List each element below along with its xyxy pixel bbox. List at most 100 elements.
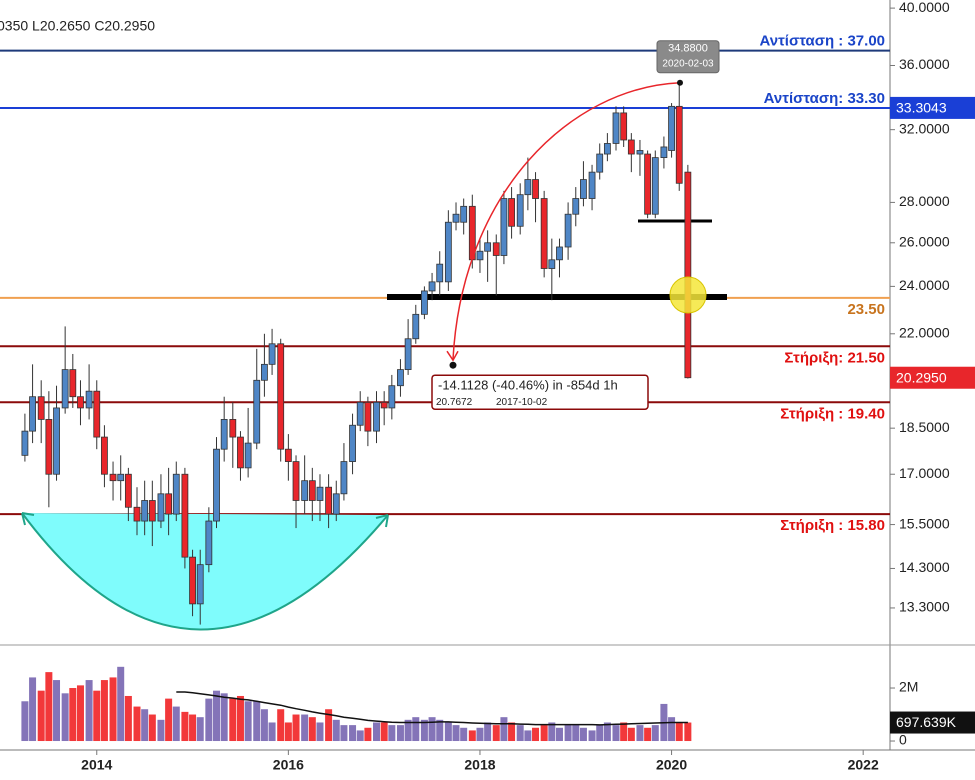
volume-bar bbox=[61, 693, 69, 742]
volume-bar bbox=[76, 685, 84, 742]
volume-bar bbox=[148, 714, 156, 742]
candle-body bbox=[627, 139, 635, 155]
candle-body bbox=[476, 250, 484, 261]
cup-arrow bbox=[375, 514, 389, 528]
candle-body bbox=[172, 473, 180, 515]
volume-bar bbox=[436, 719, 444, 742]
volume-bar bbox=[540, 725, 548, 742]
measure-text: -14.1128 (-40.46%) in -854d 1h bbox=[438, 378, 618, 393]
y-tick-label: 18.5000 bbox=[899, 419, 950, 435]
level-label: Στήριξη: 21.50 bbox=[784, 349, 885, 366]
measure-arc bbox=[452, 81, 681, 360]
level-label: Στήριξη : 19.40 bbox=[780, 405, 885, 422]
candle-body bbox=[148, 500, 156, 522]
volume-bar bbox=[268, 722, 276, 742]
volume-tick-label: 0 bbox=[899, 732, 907, 748]
volume-bar bbox=[516, 725, 524, 742]
candle-body bbox=[133, 506, 141, 522]
candle-body bbox=[61, 369, 69, 409]
candle-body bbox=[572, 198, 580, 215]
candle-body bbox=[532, 179, 539, 199]
price-marker-label: 20.2950 bbox=[896, 369, 947, 385]
candle-body bbox=[69, 369, 77, 398]
candle-body bbox=[109, 473, 117, 482]
volume-marker-label: 697.639K bbox=[896, 714, 957, 730]
candle-body bbox=[612, 112, 620, 144]
candle-body bbox=[620, 112, 628, 141]
candle-body bbox=[29, 396, 36, 432]
volume-bar bbox=[213, 690, 221, 742]
volume-bar bbox=[308, 717, 316, 742]
volume-bar bbox=[236, 695, 244, 742]
candle-body bbox=[588, 171, 596, 199]
y-tick-label: 22.0000 bbox=[899, 324, 950, 340]
candle-body bbox=[220, 419, 228, 450]
volume-bar bbox=[651, 725, 659, 742]
highlight-circle bbox=[669, 276, 707, 314]
candle-body bbox=[189, 556, 196, 605]
candle-body bbox=[205, 520, 213, 566]
candle-body bbox=[117, 473, 125, 482]
volume-bar bbox=[29, 677, 37, 742]
y-tick-label: 32.0000 bbox=[899, 120, 950, 136]
price-marker bbox=[890, 366, 975, 389]
candle-body bbox=[53, 407, 60, 475]
candle-body bbox=[349, 424, 356, 462]
ohlc-header: 0350 L20.2650 C20.2950 bbox=[0, 18, 155, 34]
volume-bar bbox=[277, 709, 285, 742]
x-tick-label: 2018 bbox=[464, 757, 495, 773]
candle-body bbox=[421, 290, 428, 315]
volume-bar bbox=[45, 672, 53, 742]
candle-body bbox=[540, 198, 548, 269]
volume-bar bbox=[684, 722, 692, 742]
volume-bar bbox=[196, 717, 204, 742]
volume-bar bbox=[253, 701, 261, 742]
volume-bar bbox=[260, 709, 268, 742]
candle-body bbox=[141, 500, 149, 522]
volume-bar bbox=[340, 725, 348, 742]
y-tick-label: 15.5000 bbox=[899, 515, 950, 531]
volume-bar bbox=[476, 727, 484, 742]
candle-body bbox=[603, 143, 611, 155]
volume-bar bbox=[100, 680, 108, 742]
volume-bar bbox=[388, 725, 396, 742]
measure-target bbox=[449, 361, 457, 369]
volume-bar bbox=[244, 701, 252, 742]
volume-bar bbox=[396, 725, 404, 742]
volume-bar bbox=[500, 717, 508, 742]
candle-body bbox=[356, 401, 364, 426]
volume-bar bbox=[316, 722, 324, 742]
y-tick-label: 28.0000 bbox=[899, 193, 950, 209]
volume-bar bbox=[53, 680, 61, 742]
peak-value: 34.8800 bbox=[668, 43, 708, 55]
candle-body bbox=[580, 179, 587, 199]
level-label: 23.50 bbox=[847, 301, 885, 318]
volume-bar bbox=[220, 693, 228, 742]
measure-box bbox=[431, 374, 649, 410]
volume-marker bbox=[890, 711, 975, 734]
candle-body bbox=[196, 564, 204, 605]
volume-bar bbox=[229, 698, 237, 742]
volume-bar bbox=[404, 719, 412, 742]
candle-body bbox=[332, 493, 340, 515]
candle-body bbox=[684, 171, 692, 379]
volume-bar bbox=[189, 714, 197, 742]
candle-body bbox=[452, 213, 460, 223]
candle-body bbox=[644, 153, 652, 215]
candle-body bbox=[45, 419, 53, 475]
candle-body bbox=[181, 473, 189, 558]
volume-bar bbox=[301, 714, 309, 742]
candle-body bbox=[244, 442, 252, 469]
volume-bar bbox=[21, 701, 29, 742]
volume-bar bbox=[428, 717, 436, 742]
volume-bar bbox=[596, 725, 604, 742]
candle-body bbox=[516, 194, 524, 227]
price-marker-label: 33.3043 bbox=[896, 100, 947, 116]
volume-bar bbox=[141, 709, 149, 742]
volume-tick-label: 2M bbox=[899, 679, 918, 695]
cup-curve bbox=[21, 512, 389, 631]
volume-bar bbox=[564, 725, 572, 742]
candle-body bbox=[261, 363, 268, 381]
volume-bar bbox=[124, 695, 132, 742]
candle-body bbox=[380, 401, 388, 409]
